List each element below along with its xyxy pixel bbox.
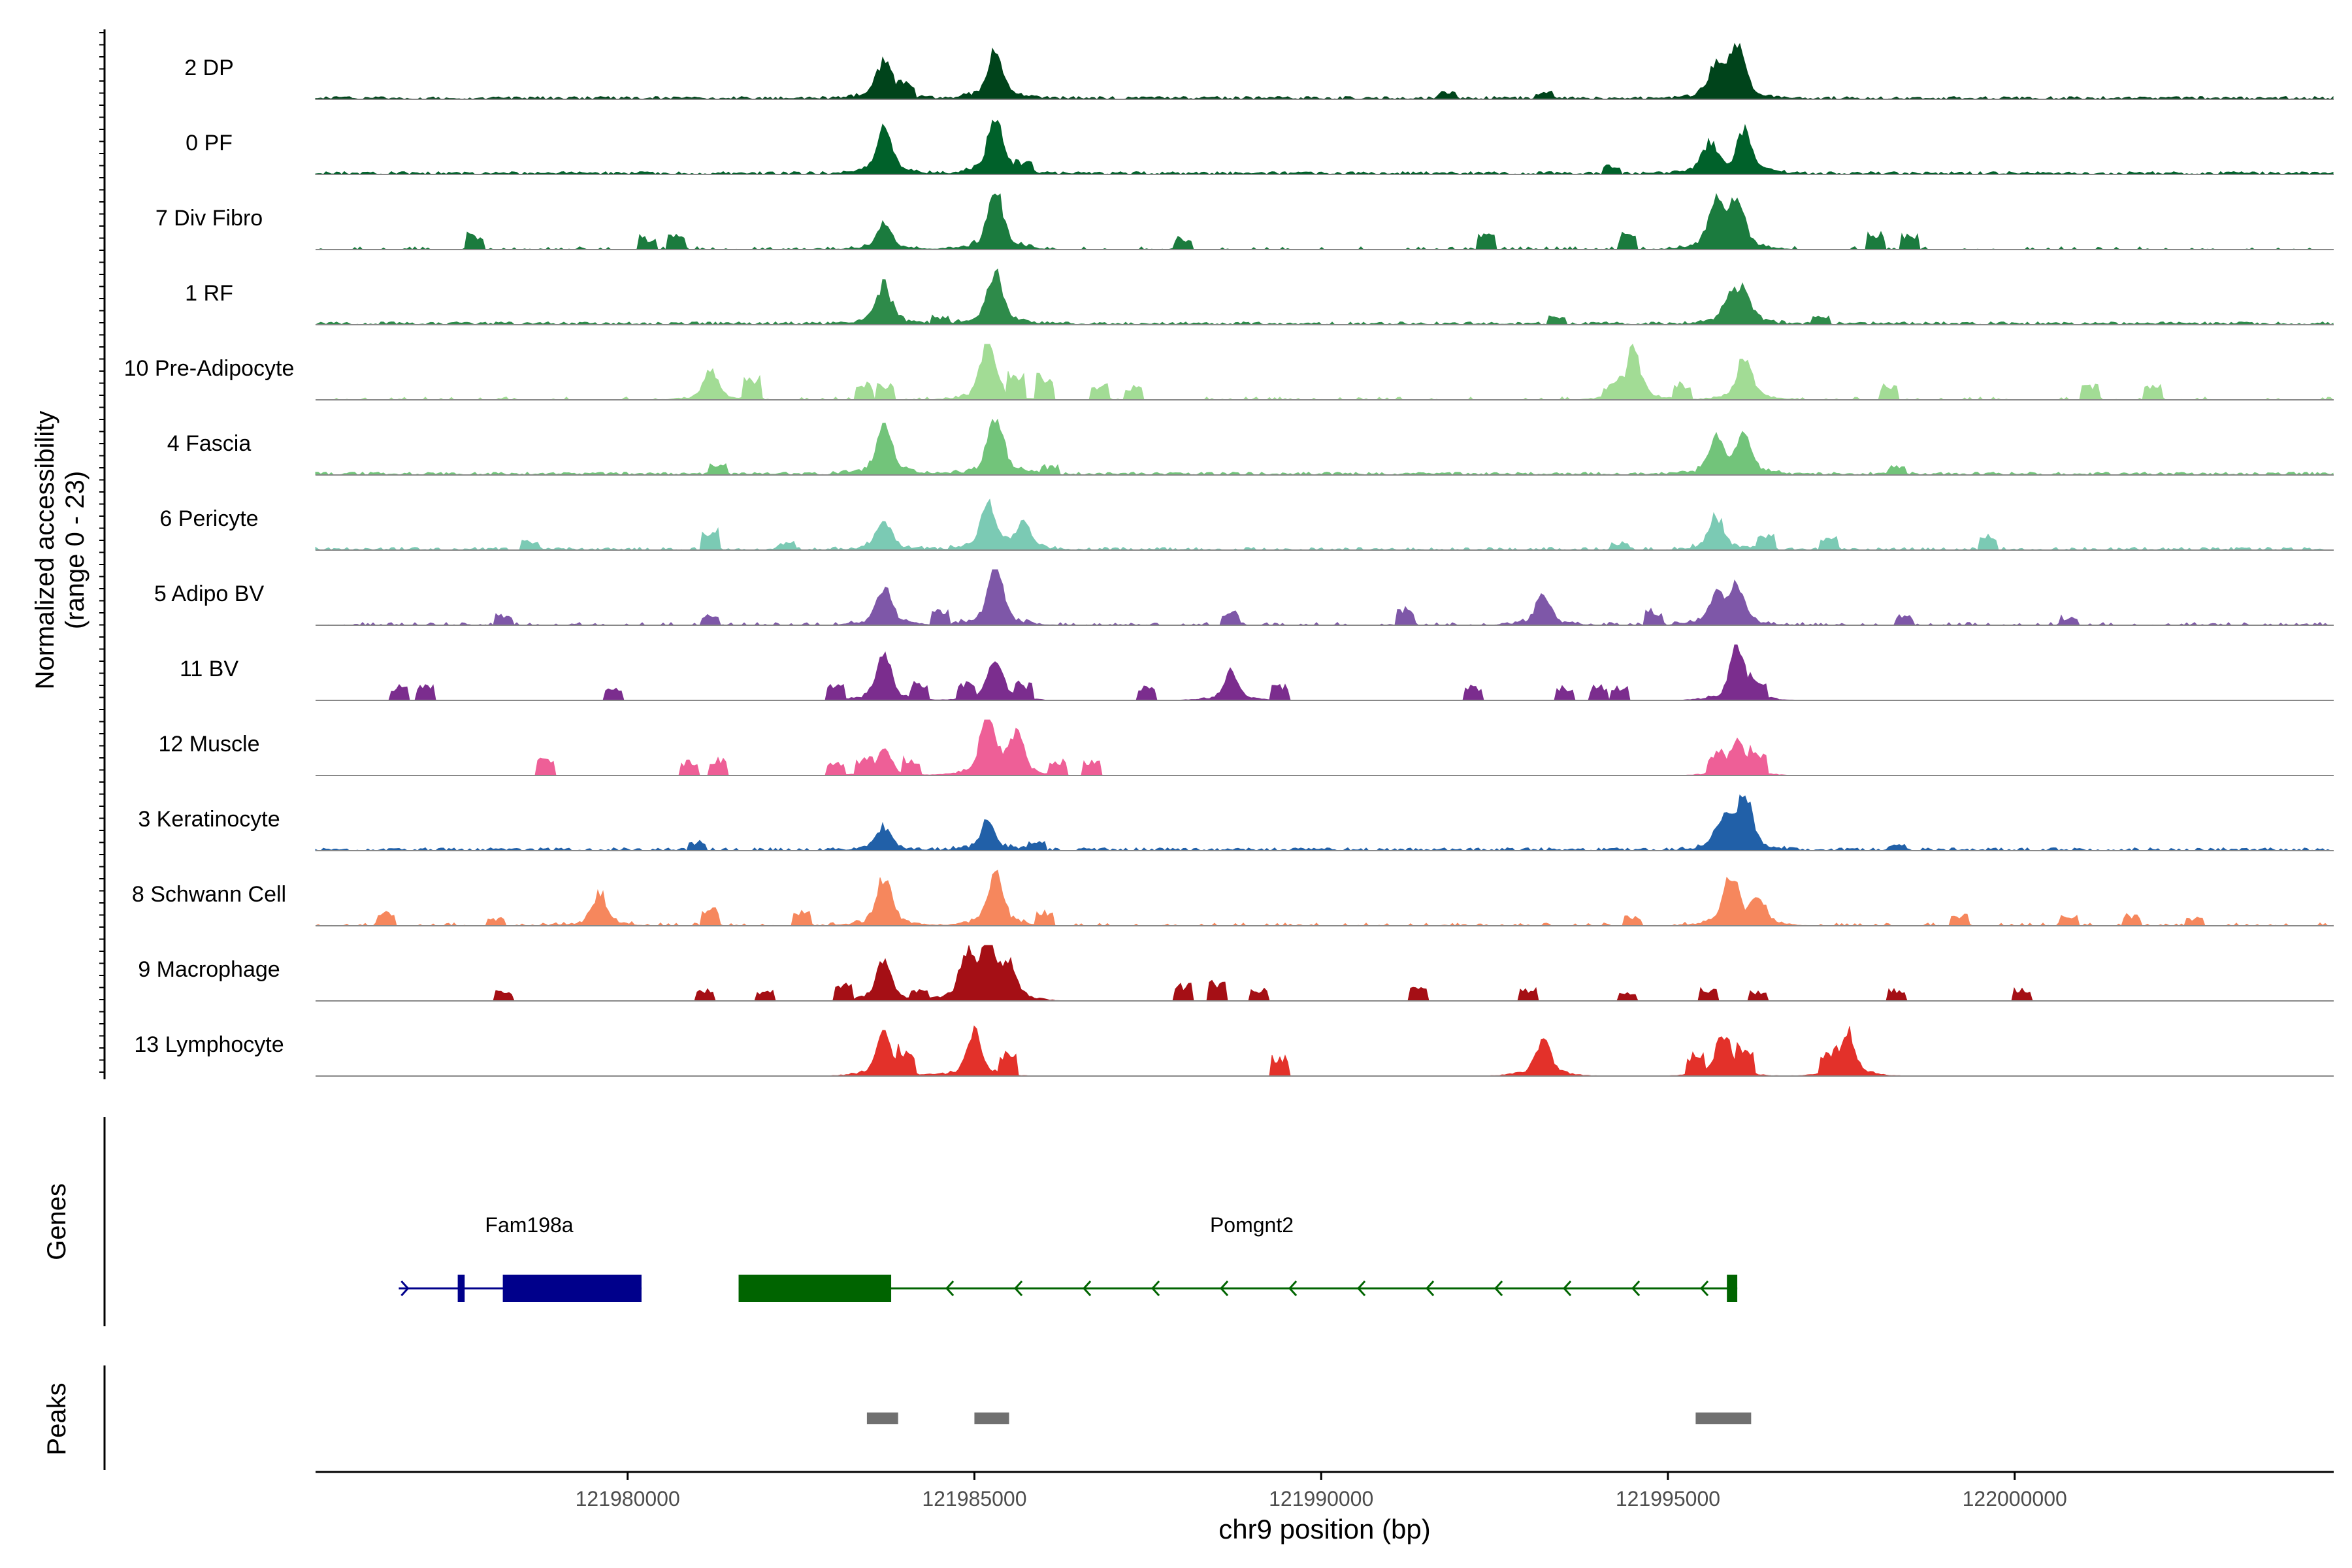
coverage-area (315, 870, 2334, 926)
track-label: 0 PF (186, 131, 233, 155)
strand-arrow (1220, 1280, 1229, 1297)
track-label: 12 Muscle (159, 732, 260, 757)
track-6-pericyte: 6 Pericyte (159, 498, 2334, 551)
strand-arrow (400, 1280, 410, 1297)
gene-pomgnt2: Pomgnt2 (738, 1213, 1738, 1302)
x-tick-label: 121990000 (1269, 1487, 1373, 1511)
peak-region (866, 1413, 898, 1424)
track-4-fascia: 4 Fascia (167, 418, 2334, 476)
gene-exon (738, 1275, 892, 1302)
track-9-macrophage: 9 Macrophage (138, 945, 2334, 1002)
strand-arrow (1288, 1280, 1298, 1297)
peak-region (1695, 1413, 1752, 1424)
track-11-bv: 11 BV (180, 644, 2334, 701)
strand-arrow (1014, 1280, 1023, 1297)
track-label: 11 BV (180, 657, 238, 681)
coverage-area (315, 269, 2334, 325)
track-8-schwann-cell: 8 Schwann Cell (132, 870, 2334, 926)
track-3-keratinocyte: 3 Keratinocyte (138, 794, 2334, 851)
track-0-pf: 0 PF (186, 120, 2334, 175)
track-label: 4 Fascia (167, 431, 252, 456)
gene-exon (457, 1275, 465, 1302)
track-label: 2 DP (184, 56, 234, 80)
track-label: 5 Adipo BV (154, 581, 265, 606)
gene-name: Fam198a (485, 1213, 573, 1237)
track-label: 13 Lymphocyte (134, 1032, 284, 1057)
track-10-pre-adipocyte: 10 Pre-Adipocyte (124, 344, 2334, 400)
peaks-panel (103, 1365, 1752, 1470)
track-label: 8 Schwann Cell (132, 882, 286, 907)
coverage-area (316, 344, 2334, 400)
track-5-adipo-bv: 5 Adipo BV (154, 569, 2334, 626)
track-2-dp: 2 DP (184, 42, 2334, 100)
track-label: 3 Keratinocyte (138, 807, 280, 832)
track-label: 6 Pericyte (159, 506, 258, 531)
strand-arrow (1426, 1280, 1435, 1297)
coverage-area (316, 193, 2333, 251)
strand-arrow (1357, 1280, 1366, 1297)
strand-arrow (1563, 1280, 1572, 1297)
coverage-area (315, 418, 2334, 476)
strand-arrow (1700, 1280, 1709, 1297)
strand-arrow (1083, 1280, 1092, 1297)
strand-arrow (1494, 1280, 1503, 1297)
coverage-area (315, 120, 2334, 175)
strand-arrow (945, 1280, 955, 1297)
coverage-area (316, 644, 2333, 701)
coverage-area (315, 794, 2333, 851)
track-label: 9 Macrophage (138, 957, 280, 982)
strand-arrow (1151, 1280, 1160, 1297)
strand-arrow (1631, 1280, 1641, 1297)
peaks-panel-title: Peaks (42, 1382, 71, 1455)
track-label: 1 RF (185, 281, 233, 306)
track-label: 7 Div Fibro (155, 206, 263, 231)
y-axis-title: Normalized accessibility (range 0 - 23) (31, 411, 90, 690)
x-tick-label: 121985000 (922, 1487, 1026, 1511)
genes-panel-title: Genes (42, 1183, 71, 1260)
x-tick-label: 121980000 (576, 1487, 680, 1511)
gene-exon (1727, 1275, 1738, 1302)
tracks-layer: 2 DP 0 PF 7 Div Fibro 1 RF 10 Pre-Adipocyte 4… (99, 29, 2334, 1079)
x-axis: 121980000 121985000 121990000 121995000 1220… (316, 1471, 2334, 1511)
y-axis-label-line2: (range 0 - 23) (61, 471, 90, 629)
x-tick-label: 122000000 (1963, 1487, 2067, 1511)
coverage-area (316, 1025, 2333, 1077)
y-axis-label-line1: Normalized accessibility (31, 411, 59, 690)
peak-region (974, 1413, 1009, 1424)
track-7-div-fibro: 7 Div Fibro (155, 193, 2334, 251)
genes-panel: Fam198a Pomgnt2 (103, 1117, 1738, 1326)
track-13-lymphocyte: 13 Lymphocyte (134, 1025, 2334, 1077)
gene-name: Pomgnt2 (1210, 1213, 1294, 1237)
track-1-rf: 1 RF (185, 269, 2334, 325)
coverage-area (316, 569, 2333, 626)
track-12-muscle: 12 Muscle (159, 719, 2334, 776)
x-tick-label: 121995000 (1616, 1487, 1720, 1511)
gene-fam198a: Fam198a (399, 1213, 642, 1302)
track-label: 10 Pre-Adipocyte (124, 356, 295, 381)
coverage-area (316, 719, 2333, 776)
coverage-area (316, 945, 2333, 1002)
coverage-area (315, 42, 2334, 100)
coverage-area (315, 498, 2334, 551)
gene-exon (502, 1275, 642, 1302)
x-axis-label: chr9 position (bp) (1218, 1514, 1431, 1544)
